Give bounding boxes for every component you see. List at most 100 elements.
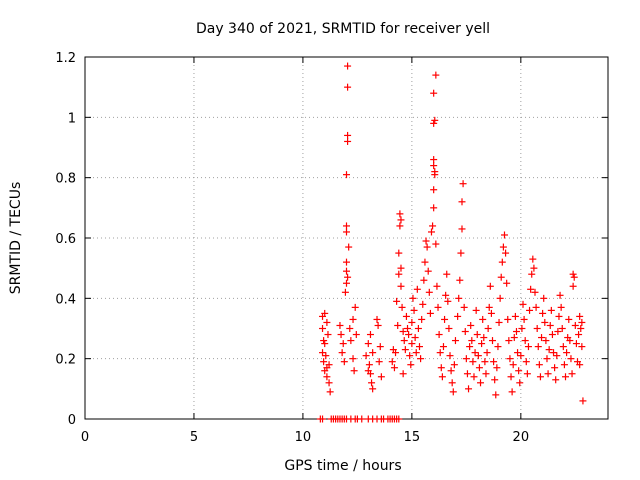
data-point (550, 349, 558, 357)
data-point (326, 388, 334, 396)
data-point (519, 300, 527, 308)
y-tick-label: 1.2 (55, 51, 76, 66)
data-point (520, 315, 528, 323)
x-axis-label: GPS time / hours (284, 458, 401, 474)
data-point (579, 397, 587, 405)
data-point (512, 328, 520, 336)
data-point (323, 373, 331, 381)
data-point (545, 346, 553, 354)
data-point (542, 337, 550, 345)
data-point (510, 334, 518, 342)
data-point (477, 379, 485, 387)
data-point (479, 315, 487, 323)
data-point (449, 388, 457, 396)
data-point (539, 309, 547, 317)
data-point (338, 349, 346, 357)
data-point (397, 282, 405, 290)
data-point (463, 370, 471, 378)
data-point (423, 243, 431, 251)
data-point (518, 325, 526, 332)
data-point (432, 240, 440, 248)
data-point (467, 321, 475, 329)
data-point (556, 291, 564, 299)
data-point (526, 306, 534, 314)
data-point (396, 222, 404, 230)
data-point (408, 340, 416, 348)
data-point (522, 358, 530, 366)
data-point (325, 361, 333, 369)
data-point (447, 367, 455, 375)
data-point (395, 249, 403, 257)
data-point (493, 364, 501, 372)
data-point (504, 315, 512, 323)
data-point (466, 343, 474, 351)
data-point (405, 331, 413, 339)
data-point (413, 285, 421, 293)
data-point (397, 216, 405, 224)
data-point (456, 276, 464, 284)
data-point (517, 352, 525, 360)
data-point (369, 349, 377, 357)
data-point (323, 318, 331, 326)
data-point (524, 343, 532, 351)
data-point (346, 325, 354, 332)
data-point (530, 264, 538, 272)
data-point (455, 294, 463, 302)
data-point (471, 349, 479, 357)
data-point (484, 325, 492, 332)
data-point (475, 364, 483, 372)
data-point (322, 352, 330, 360)
y-tick-labels: 0 0.2 0.4 0.6 0.8 1 1.2 (55, 51, 76, 428)
data-point (557, 303, 565, 311)
data-point (432, 71, 440, 79)
data-point (341, 288, 349, 296)
data-point (395, 270, 403, 278)
data-point (347, 337, 355, 345)
data-point (390, 364, 398, 372)
data-point (324, 331, 332, 339)
data-point (536, 373, 544, 381)
data-point (319, 415, 327, 423)
data-point (540, 294, 548, 302)
data-point (548, 331, 556, 339)
data-point (399, 328, 407, 336)
data-point (429, 222, 437, 230)
data-point (450, 361, 458, 369)
data-point (401, 346, 409, 354)
data-point (515, 367, 523, 375)
data-point (495, 318, 503, 326)
data-point (575, 331, 583, 339)
data-point (486, 282, 494, 290)
data-point (468, 337, 476, 345)
data-point (541, 318, 549, 326)
data-point (480, 334, 488, 342)
y-tick-label: 0 (68, 413, 76, 428)
data-point (445, 325, 453, 332)
data-point (352, 331, 360, 339)
y-tick-label: 0.6 (55, 232, 76, 247)
data-point (441, 315, 449, 323)
x-tick-label: 20 (513, 430, 530, 445)
data-point (417, 355, 425, 363)
data-point (418, 315, 426, 323)
data-point (320, 337, 328, 345)
data-point (399, 370, 407, 378)
data-point (375, 358, 383, 366)
data-point (496, 294, 504, 302)
data-point (509, 361, 517, 369)
data-point (448, 379, 456, 387)
data-point (568, 370, 576, 378)
data-point (420, 276, 428, 284)
data-point (430, 186, 438, 194)
data-point (459, 180, 467, 188)
data-point (457, 249, 465, 257)
data-point (535, 361, 543, 369)
data-point (412, 349, 420, 357)
data-point (474, 352, 482, 360)
data-point (321, 340, 329, 348)
data-point (368, 379, 376, 387)
data-point (344, 83, 352, 91)
data-point (343, 222, 350, 230)
data-point (395, 415, 403, 423)
data-point (558, 325, 566, 332)
